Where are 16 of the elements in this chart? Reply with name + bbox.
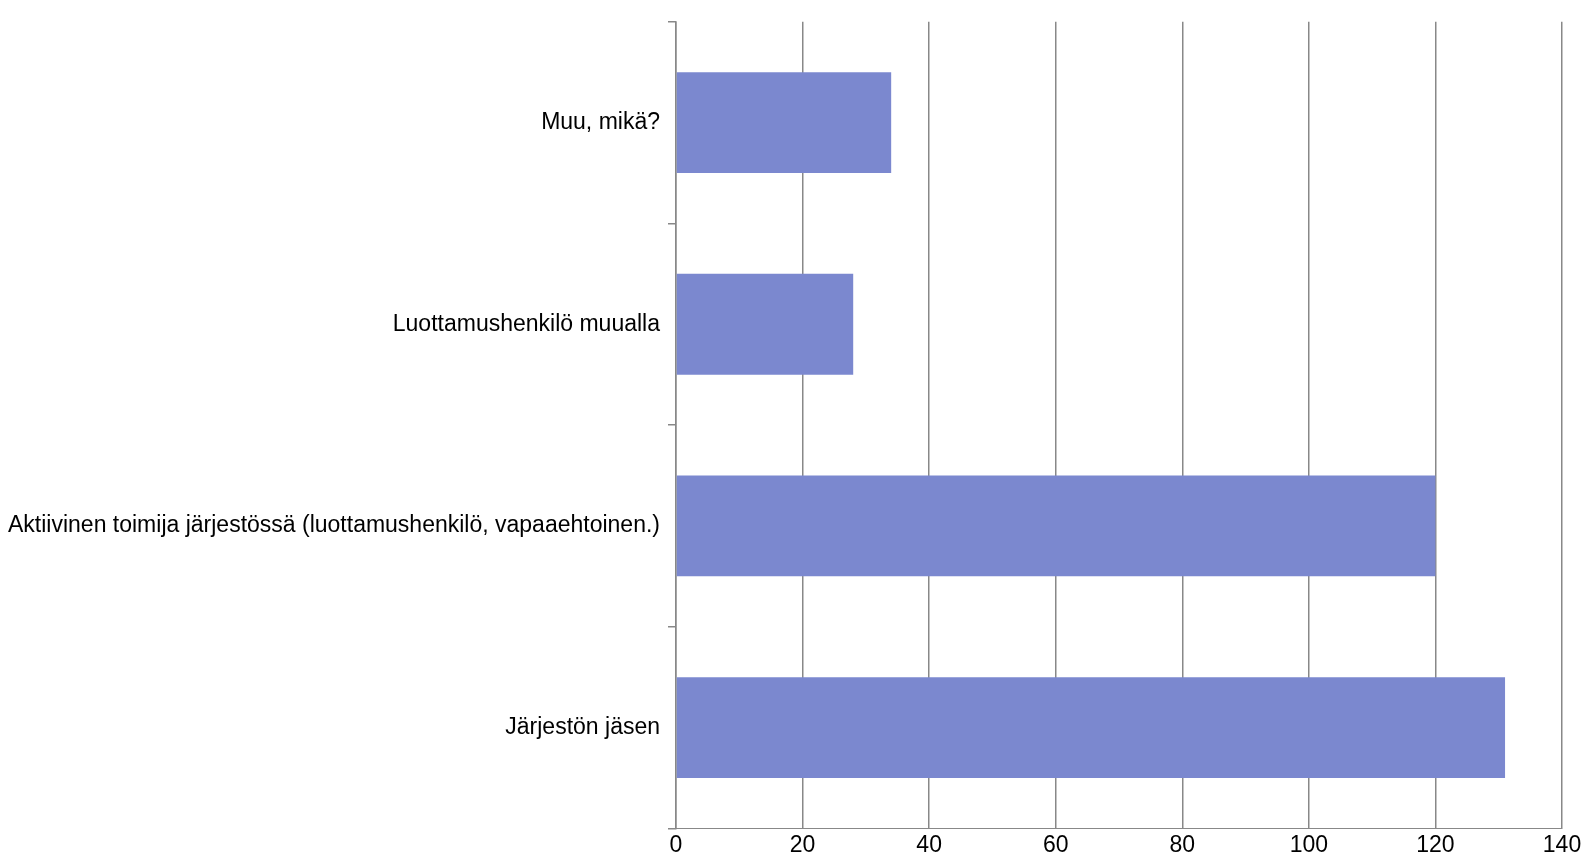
- bar: [676, 273, 854, 375]
- y-tick-label: Muu, mikä?: [541, 107, 661, 134]
- x-tick-label: 100: [1289, 830, 1329, 857]
- x-tick-label: 40: [916, 830, 942, 857]
- bar: [676, 475, 1436, 577]
- y-tick-label: Aktiivinen toimija järjestössä (luottamushenkilö, vapaaehtoinen.): [7, 511, 661, 538]
- x-tick-label: 120: [1416, 830, 1455, 857]
- x-tick-label: 80: [1169, 830, 1196, 857]
- x-tick-label: 20: [789, 830, 816, 857]
- bar: [676, 677, 1506, 778]
- x-tick-label: 60: [1042, 830, 1069, 857]
- bar: [676, 72, 892, 174]
- x-tick-label: 140: [1542, 830, 1582, 857]
- x-tick-label: 0: [669, 830, 683, 857]
- y-tick-label: Luottamushenkilö muualla: [392, 309, 661, 336]
- y-tick-label: Järjestön jäsen: [505, 712, 661, 739]
